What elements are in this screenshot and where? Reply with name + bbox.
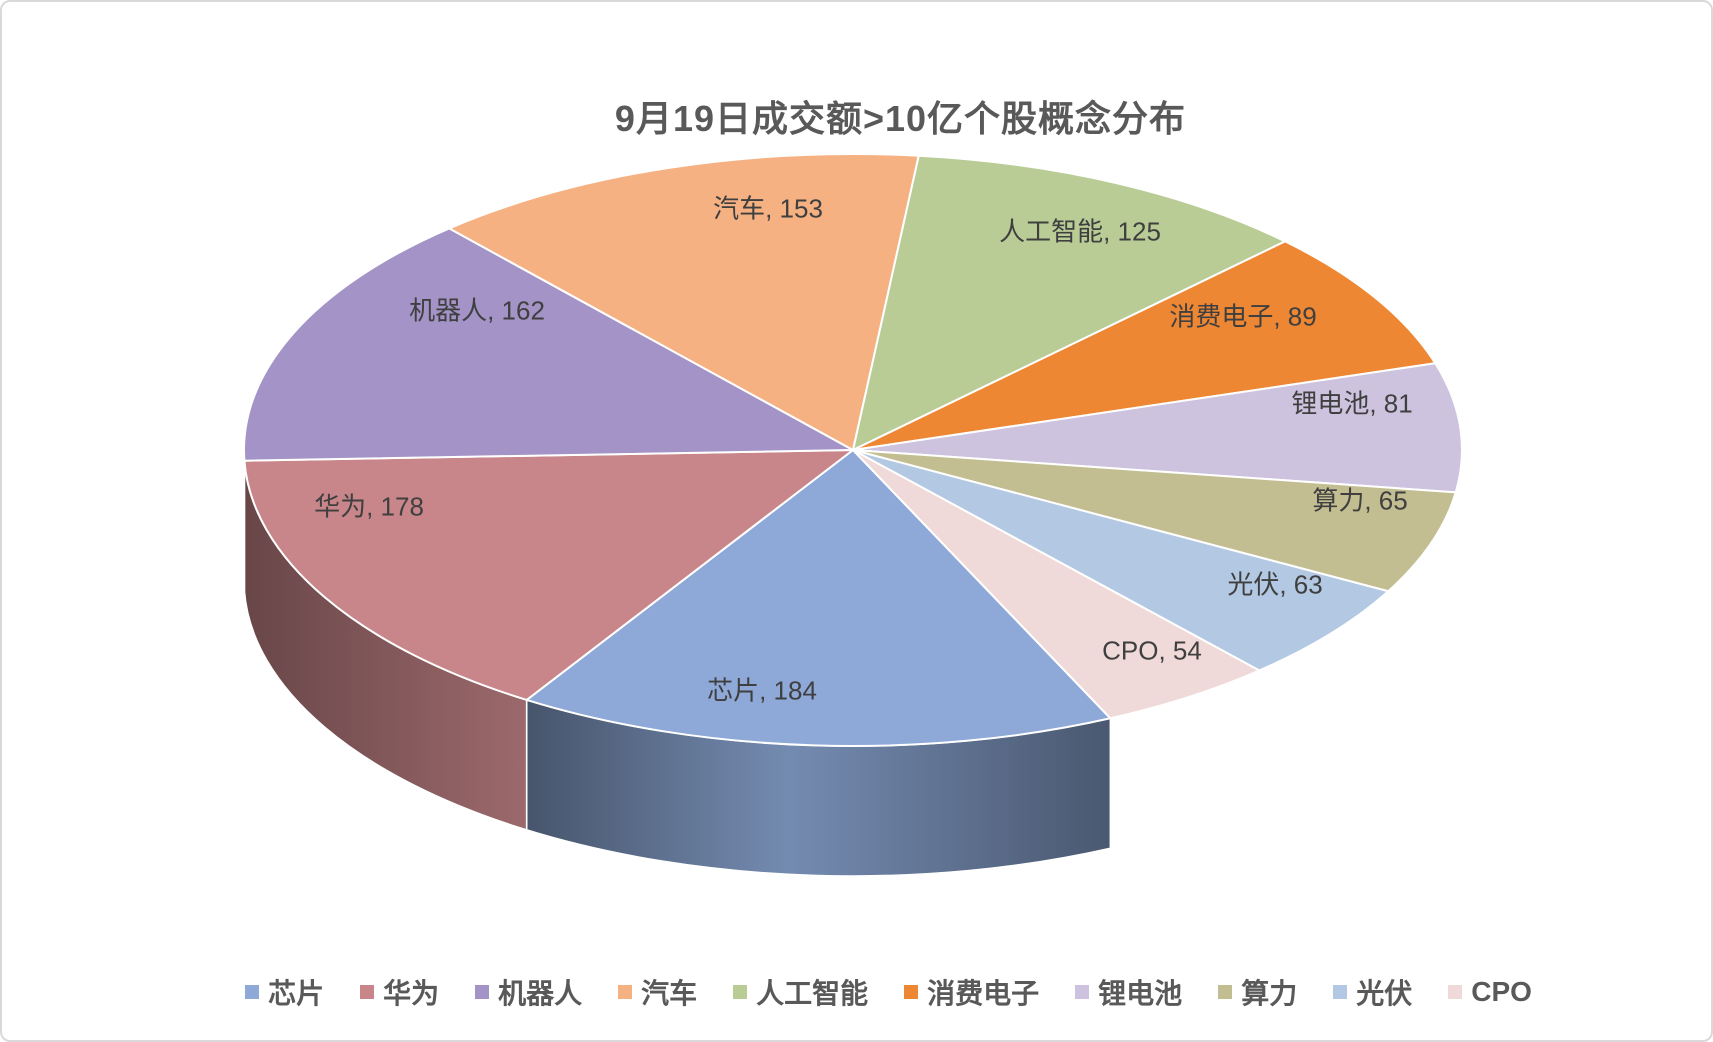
legend-item-4: 人工智能 — [733, 972, 868, 1012]
pie-slice-0 — [525, 449, 1112, 748]
legend-label: 机器人 — [498, 978, 583, 1009]
legend-label: 华为 — [383, 978, 440, 1009]
legend-marker-icon — [733, 985, 748, 999]
legend-item-3: 汽车 — [618, 972, 697, 1012]
legend-item-8: 光伏 — [1333, 972, 1412, 1012]
legend-item-0: 芯片 — [245, 972, 324, 1012]
legend-label: 人工智能 — [756, 978, 869, 1009]
legend-marker-icon — [1448, 985, 1463, 999]
pie-slice-3 — [448, 153, 920, 451]
legend-marker-icon — [245, 985, 260, 999]
legend-item-7: 算力 — [1218, 972, 1297, 1012]
legend: 芯片 华为 机器人 汽车 人工智能 消费电子 锂电池 算力 光伏 CPO — [2, 972, 1711, 1012]
legend-label: CPO — [1471, 976, 1532, 1007]
chart-title: 9月19日成交额>10亿个股概念分布 — [614, 98, 1187, 139]
pie-slice-1 — [243, 449, 854, 701]
legend-label: 锂电池 — [1098, 978, 1183, 1009]
legend-label: 算力 — [1241, 978, 1298, 1009]
legend-marker-icon — [475, 985, 490, 999]
pie-slice-9 — [852, 449, 1261, 720]
legend-marker-icon — [1218, 985, 1233, 999]
legend-marker-icon — [1333, 985, 1348, 999]
legend-marker-icon — [904, 985, 919, 999]
pie-slice-8 — [852, 449, 1390, 672]
pie-slice-2 — [243, 227, 854, 462]
pie-slice-5 — [852, 240, 1437, 451]
legend-item-6: 锂电池 — [1075, 972, 1182, 1012]
legend-label: 芯片 — [268, 978, 325, 1009]
legend-marker-icon — [1075, 985, 1090, 999]
legend-item-2: 机器人 — [475, 972, 582, 1012]
legend-marker-icon — [360, 985, 375, 999]
legend-label: 汽车 — [641, 978, 698, 1009]
legend-item-9: CPO — [1448, 976, 1532, 1008]
legend-label: 消费电子 — [927, 978, 1040, 1009]
pie-slice-7 — [852, 449, 1457, 593]
legend-marker-icon — [618, 985, 633, 999]
legend-label: 光伏 — [1356, 978, 1413, 1009]
legend-item-1: 华为 — [360, 972, 439, 1012]
pie-slice-4 — [852, 154, 1287, 451]
legend-item-5: 消费电子 — [904, 972, 1039, 1012]
